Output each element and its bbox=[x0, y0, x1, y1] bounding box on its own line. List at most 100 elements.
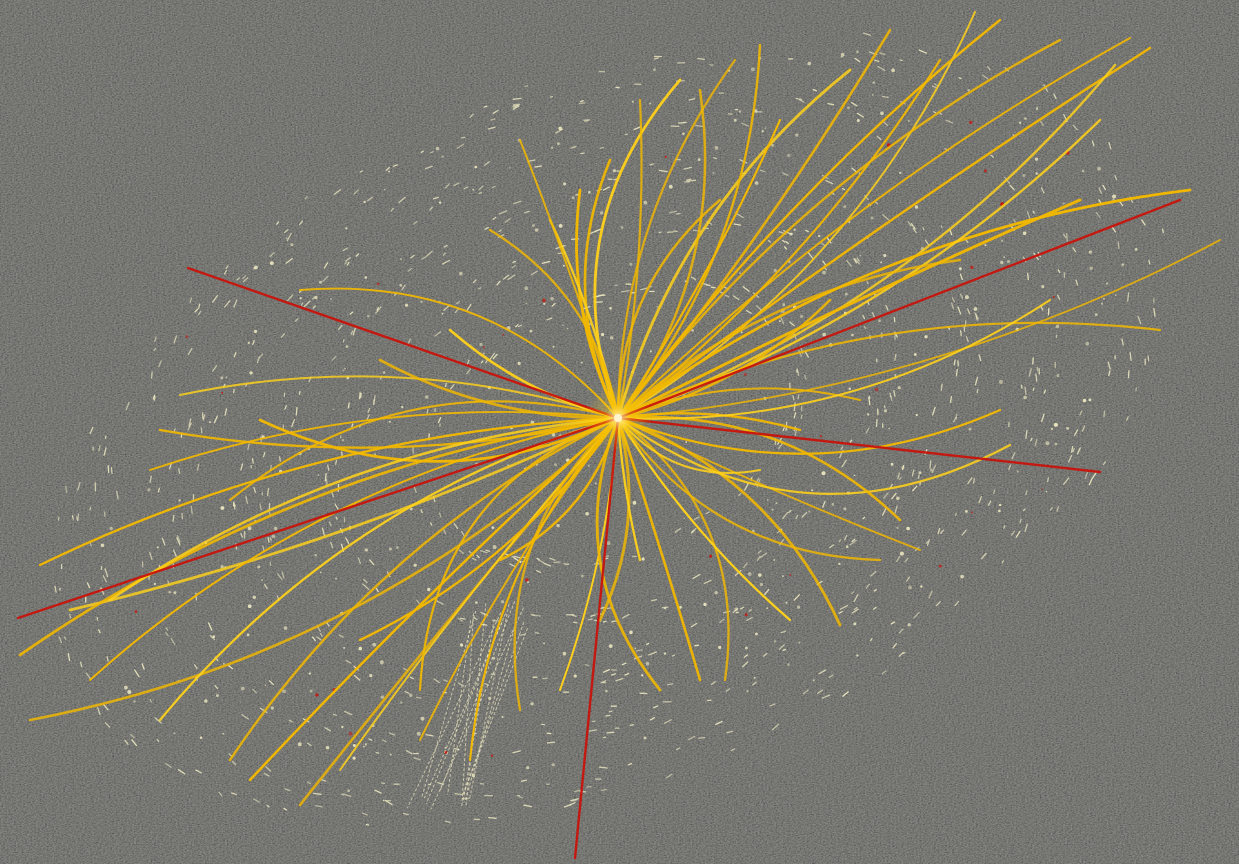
detector-hit bbox=[324, 472, 327, 482]
detector-hit bbox=[396, 546, 399, 549]
detector-hit bbox=[821, 694, 831, 699]
detector-hit bbox=[687, 179, 697, 182]
detector-hit bbox=[261, 579, 263, 581]
detector-hit bbox=[525, 302, 528, 305]
detector-hit bbox=[154, 336, 157, 343]
detector-hit bbox=[822, 332, 826, 337]
detector-hit bbox=[843, 205, 847, 209]
detector-hit bbox=[606, 541, 611, 546]
detector-hit bbox=[314, 554, 317, 557]
detector-hit bbox=[165, 762, 172, 768]
detector-hits-layer bbox=[54, 32, 1164, 826]
detector-hit bbox=[601, 332, 605, 337]
detector-hit bbox=[753, 676, 756, 679]
detector-hit bbox=[400, 258, 402, 260]
detector-hit bbox=[314, 295, 318, 300]
detector-hit bbox=[416, 599, 420, 604]
detector-hit bbox=[388, 732, 396, 736]
detector-hit bbox=[1072, 447, 1075, 453]
detector-hit bbox=[358, 391, 361, 400]
detector-hit bbox=[558, 126, 562, 131]
detector-hit bbox=[131, 739, 138, 747]
detector-hit bbox=[295, 406, 298, 416]
detector-hit bbox=[232, 388, 235, 394]
detector-hit bbox=[846, 259, 852, 267]
detector-hit bbox=[754, 477, 760, 485]
detector-hit bbox=[929, 460, 932, 469]
detector-hit bbox=[822, 260, 827, 266]
detector-hit bbox=[1009, 184, 1015, 191]
detector-hit bbox=[880, 261, 882, 264]
detector-hit bbox=[472, 279, 477, 284]
detector-hit bbox=[1108, 370, 1111, 377]
detector-hit bbox=[785, 428, 788, 431]
detector-hit bbox=[672, 230, 678, 233]
detector-hit bbox=[848, 387, 852, 391]
detector-hit bbox=[150, 371, 153, 379]
detector-hit bbox=[845, 545, 849, 548]
detector-hit bbox=[1141, 219, 1146, 226]
detector-hit bbox=[475, 601, 478, 604]
detector-hit bbox=[492, 109, 499, 114]
detector-hit bbox=[705, 511, 711, 515]
detector-hit bbox=[987, 500, 992, 506]
detector-hit bbox=[975, 313, 978, 321]
detector-hit bbox=[410, 254, 415, 259]
detector-hit bbox=[341, 725, 344, 729]
detector-hit bbox=[530, 702, 534, 706]
detector-hit bbox=[345, 659, 352, 664]
detector-hit bbox=[517, 324, 523, 328]
detector-hit bbox=[998, 379, 1003, 384]
detector-hit bbox=[891, 492, 897, 500]
detector-hit bbox=[207, 622, 213, 631]
detector-hit bbox=[781, 172, 789, 177]
detector-hit bbox=[149, 475, 152, 483]
detector-hit bbox=[341, 439, 345, 442]
detector-hit bbox=[485, 549, 491, 552]
detector-hit bbox=[67, 652, 71, 662]
detector-hit bbox=[742, 286, 750, 292]
detector-hit bbox=[677, 121, 687, 124]
detector-hit bbox=[793, 228, 796, 231]
detector-hit bbox=[490, 118, 496, 121]
detector-hit bbox=[314, 804, 323, 808]
detector-hit bbox=[484, 226, 489, 230]
detector-hit bbox=[587, 618, 593, 621]
detector-hit bbox=[789, 232, 793, 236]
detector-hit bbox=[550, 146, 554, 149]
detector-hit bbox=[914, 205, 919, 209]
detector-hit-streak bbox=[423, 621, 503, 799]
detector-hit bbox=[104, 722, 111, 728]
detector-hit bbox=[460, 530, 465, 537]
detector-hit bbox=[714, 146, 719, 150]
detector-hit bbox=[216, 694, 219, 697]
detector-hit bbox=[664, 155, 667, 158]
detector-hit bbox=[153, 396, 156, 401]
detector-hit bbox=[532, 224, 535, 227]
detector-hit bbox=[965, 510, 968, 513]
detector-hit bbox=[433, 678, 440, 684]
charged-track bbox=[616, 416, 882, 562]
detector-hit bbox=[883, 253, 887, 258]
detector-hit bbox=[85, 672, 92, 680]
detector-hit bbox=[871, 93, 874, 96]
detector-hit bbox=[653, 68, 656, 72]
detector-hit bbox=[898, 476, 902, 481]
detector-hit bbox=[549, 557, 556, 561]
detector-hit bbox=[1053, 93, 1057, 100]
detector-hit bbox=[555, 128, 564, 134]
detector-hit bbox=[190, 505, 193, 515]
charged-track bbox=[616, 98, 643, 420]
detector-hit bbox=[420, 300, 423, 303]
detector-hit bbox=[894, 353, 897, 361]
detector-hit bbox=[725, 688, 731, 692]
detector-hit bbox=[214, 685, 219, 690]
detector-hit bbox=[488, 816, 497, 819]
detector-hit bbox=[367, 314, 370, 318]
detector-hit bbox=[615, 677, 624, 682]
detector-hit bbox=[1041, 413, 1045, 423]
detector-hit bbox=[77, 513, 80, 521]
detector-hit bbox=[649, 717, 656, 721]
detector-hit bbox=[323, 262, 329, 269]
detector-hit bbox=[880, 111, 884, 116]
